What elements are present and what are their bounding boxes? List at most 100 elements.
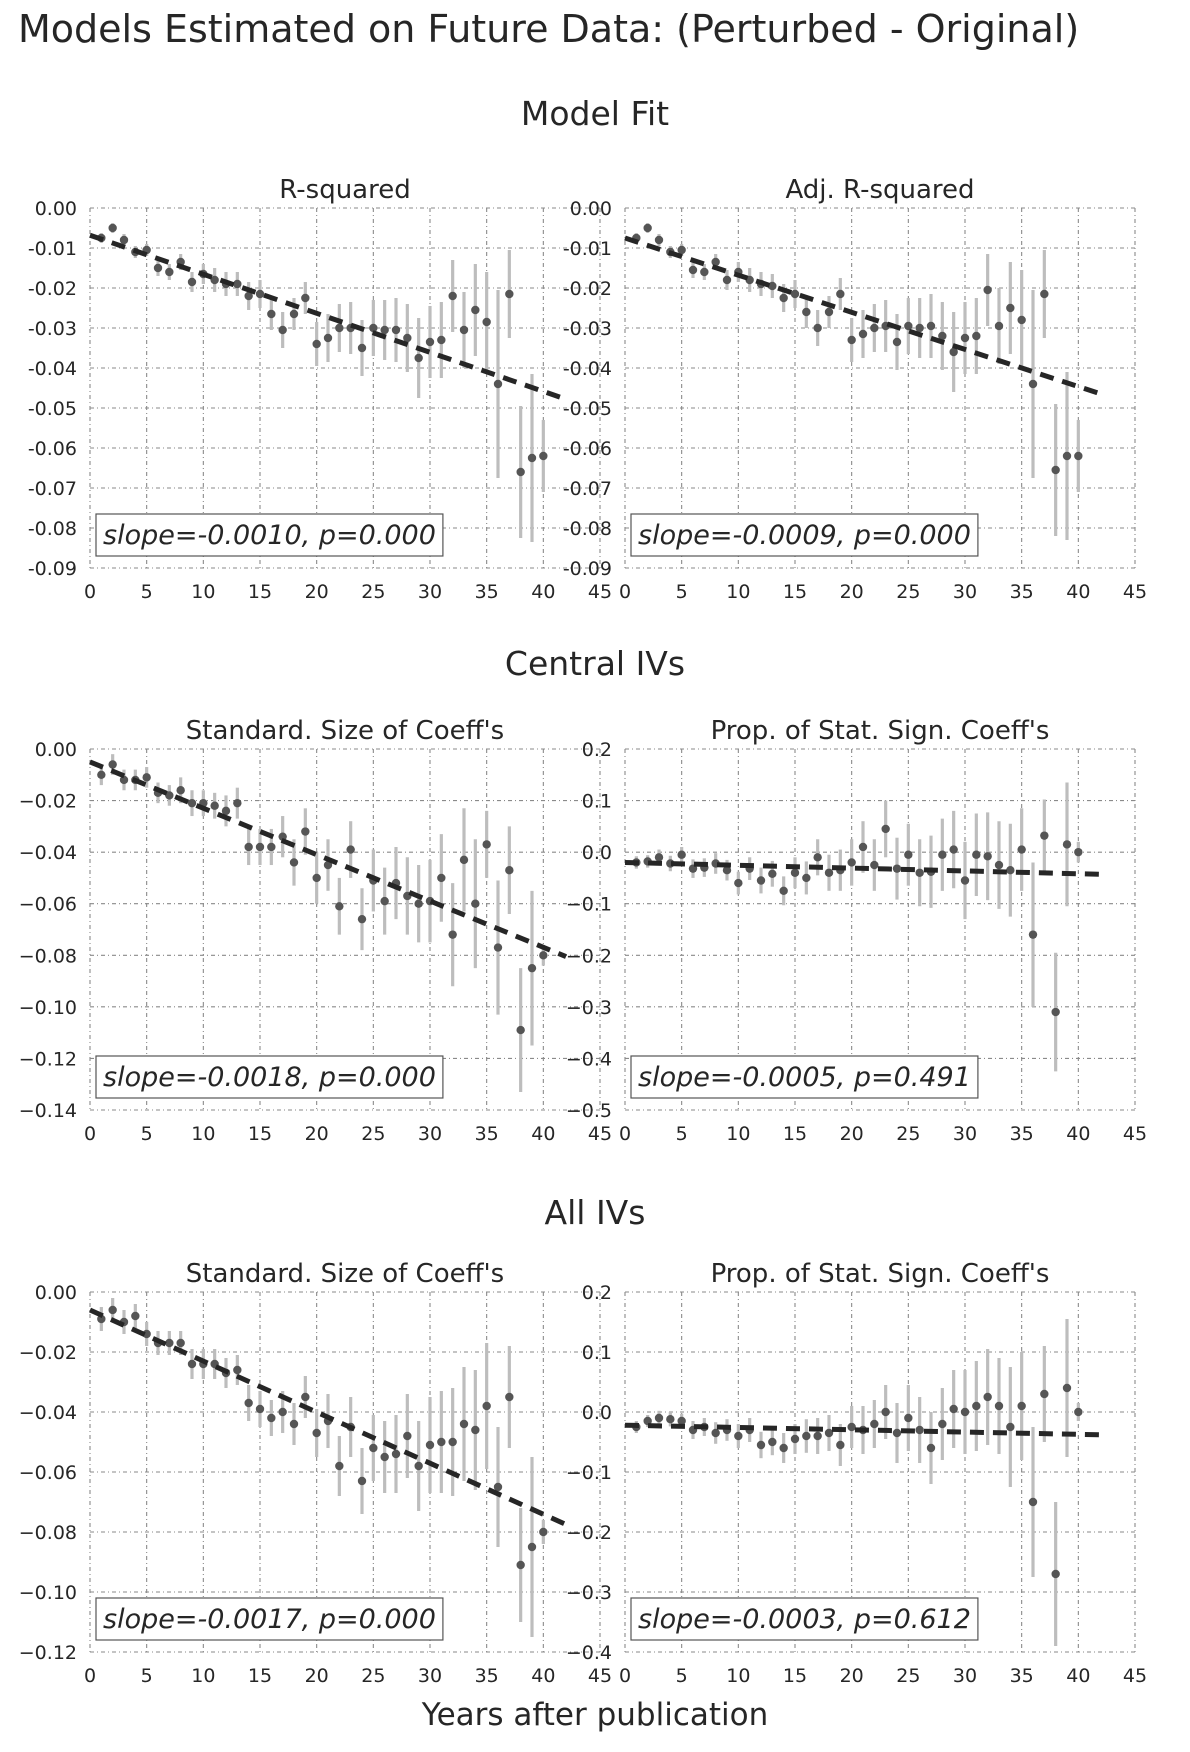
- data-point: [176, 786, 185, 795]
- annotation-text: slope=-0.0009, p=0.000: [638, 520, 971, 551]
- data-point: [915, 868, 924, 877]
- data-point: [983, 852, 992, 861]
- data-point: [165, 1338, 174, 1348]
- y-tick-label: -0.01: [28, 238, 77, 260]
- x-tick-label: 20: [305, 1123, 329, 1145]
- data-point: [233, 279, 242, 289]
- data-point: [516, 467, 525, 477]
- y-tick-label: −0.2: [566, 1522, 612, 1544]
- slope-annotation: slope=-0.0017, p=0.000: [95, 1597, 444, 1641]
- data-point: [1017, 1401, 1026, 1411]
- section-title-model-fit: Model Fit: [520, 94, 670, 133]
- data-point: [926, 1443, 936, 1453]
- section-title-all-ivs: All IVs: [544, 1193, 646, 1232]
- data-point: [870, 1419, 879, 1429]
- panel-title: R-squared: [279, 175, 410, 205]
- y-tick-label: 0.1: [582, 791, 612, 813]
- y-tick-label: −0.2: [566, 945, 612, 967]
- data-point: [960, 1407, 970, 1417]
- x-tick-label: 25: [896, 1665, 920, 1687]
- x-tick-label: 35: [1010, 581, 1034, 603]
- data-point: [414, 899, 423, 908]
- panel-title: Standard. Size of Coeff's: [186, 1259, 504, 1289]
- data-point: [881, 824, 890, 834]
- data-point: [983, 1392, 992, 1402]
- data-point: [960, 876, 970, 885]
- data-point: [768, 1437, 777, 1447]
- data-point: [813, 1431, 822, 1441]
- data-point: [369, 323, 378, 333]
- data-point: [414, 1461, 423, 1471]
- data-point: [369, 1443, 378, 1453]
- data-point: [210, 275, 219, 285]
- x-tick-label: 45: [1123, 581, 1147, 603]
- annotation-box: [95, 1597, 444, 1641]
- data-point: [278, 325, 287, 335]
- data-point: [870, 323, 879, 333]
- slope-annotation: slope=-0.0010, p=0.000: [95, 513, 444, 557]
- y-tick-label: −0.02: [19, 1342, 77, 1364]
- x-tick-label: 25: [361, 1665, 385, 1687]
- data-point: [915, 1425, 924, 1435]
- data-point: [289, 309, 299, 319]
- data-point: [768, 281, 777, 291]
- y-tick-label: −0.04: [19, 1402, 77, 1424]
- y-tick-label: -0.08: [28, 518, 77, 540]
- annotation-text: slope=-0.0018, p=0.000: [103, 1062, 436, 1093]
- data-point: [779, 293, 788, 303]
- slope-annotation: slope=-0.0005, p=0.491: [630, 1055, 979, 1099]
- data-point: [153, 263, 163, 273]
- data-point: [255, 842, 265, 852]
- data-point: [813, 853, 822, 862]
- data-point: [493, 379, 503, 389]
- data-point: [448, 930, 457, 939]
- y-tick-label: −0.1: [566, 894, 612, 916]
- x-tick-label: 15: [248, 1123, 272, 1145]
- x-tick-label: 45: [1123, 1123, 1147, 1145]
- panel-title: Prop. of Stat. Sign. Coeff's: [711, 716, 1050, 746]
- trend-line: [624, 235, 1102, 397]
- x-tick-label: 5: [141, 581, 153, 603]
- y-tick-label: -0.04: [563, 358, 612, 380]
- x-tick-label: 20: [840, 1123, 864, 1145]
- x-tick-label: 40: [1066, 1123, 1090, 1145]
- y-tick-label: −0.06: [19, 894, 77, 916]
- data-point: [267, 1413, 276, 1423]
- y-tick-label: 0.0: [582, 842, 612, 864]
- annotation-box: [630, 1597, 979, 1641]
- trend-line: [624, 859, 1102, 877]
- data-point: [904, 1413, 913, 1423]
- x-tick-label: 0: [619, 581, 631, 603]
- data-point: [380, 325, 389, 335]
- data-point: [459, 1419, 469, 1429]
- data-point: [847, 335, 856, 345]
- y-tick-label: -0.08: [563, 518, 612, 540]
- data-point: [448, 291, 457, 301]
- data-point: [323, 333, 333, 343]
- y-tick-label: −0.06: [19, 1462, 77, 1484]
- data-point: [949, 1404, 958, 1414]
- data-point: [1051, 1007, 1060, 1017]
- data-point: [802, 307, 811, 317]
- y-tick-label: 0.2: [582, 739, 612, 761]
- annotation-box: [95, 513, 444, 557]
- data-point: [1028, 379, 1038, 389]
- x-tick-label: 40: [531, 1665, 555, 1687]
- y-tick-label: 0.00: [35, 739, 77, 761]
- data-point: [482, 317, 491, 327]
- data-point: [471, 899, 480, 908]
- x-tick-label: 0: [619, 1123, 631, 1145]
- data-point: [972, 1401, 981, 1411]
- chart-panel-1: R-squared 0 5 10 15 20 25 30 35 40 45 0.00 -0.01 -0.0…: [28, 175, 612, 603]
- chart-panel-4: Prop. of Stat. Sign. Coeff's 0 5 10 15 20 25 30…: [566, 716, 1147, 1145]
- data-point: [1074, 847, 1083, 857]
- data-point: [244, 842, 253, 852]
- slope-annotation: slope=-0.0009, p=0.000: [630, 513, 979, 557]
- data-point: [915, 323, 924, 333]
- data-point: [1040, 831, 1049, 840]
- data-point: [335, 902, 344, 911]
- data-point: [312, 1428, 321, 1438]
- trend-line: [88, 1307, 568, 1527]
- x-tick-label: 5: [141, 1123, 153, 1145]
